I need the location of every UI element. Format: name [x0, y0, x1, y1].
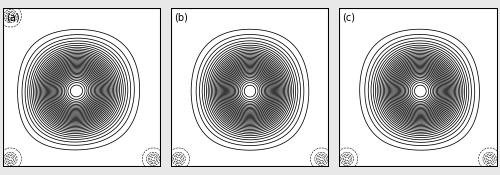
Text: (c): (c) [342, 13, 355, 23]
Text: (a): (a) [6, 13, 20, 23]
Text: (b): (b) [174, 13, 188, 23]
